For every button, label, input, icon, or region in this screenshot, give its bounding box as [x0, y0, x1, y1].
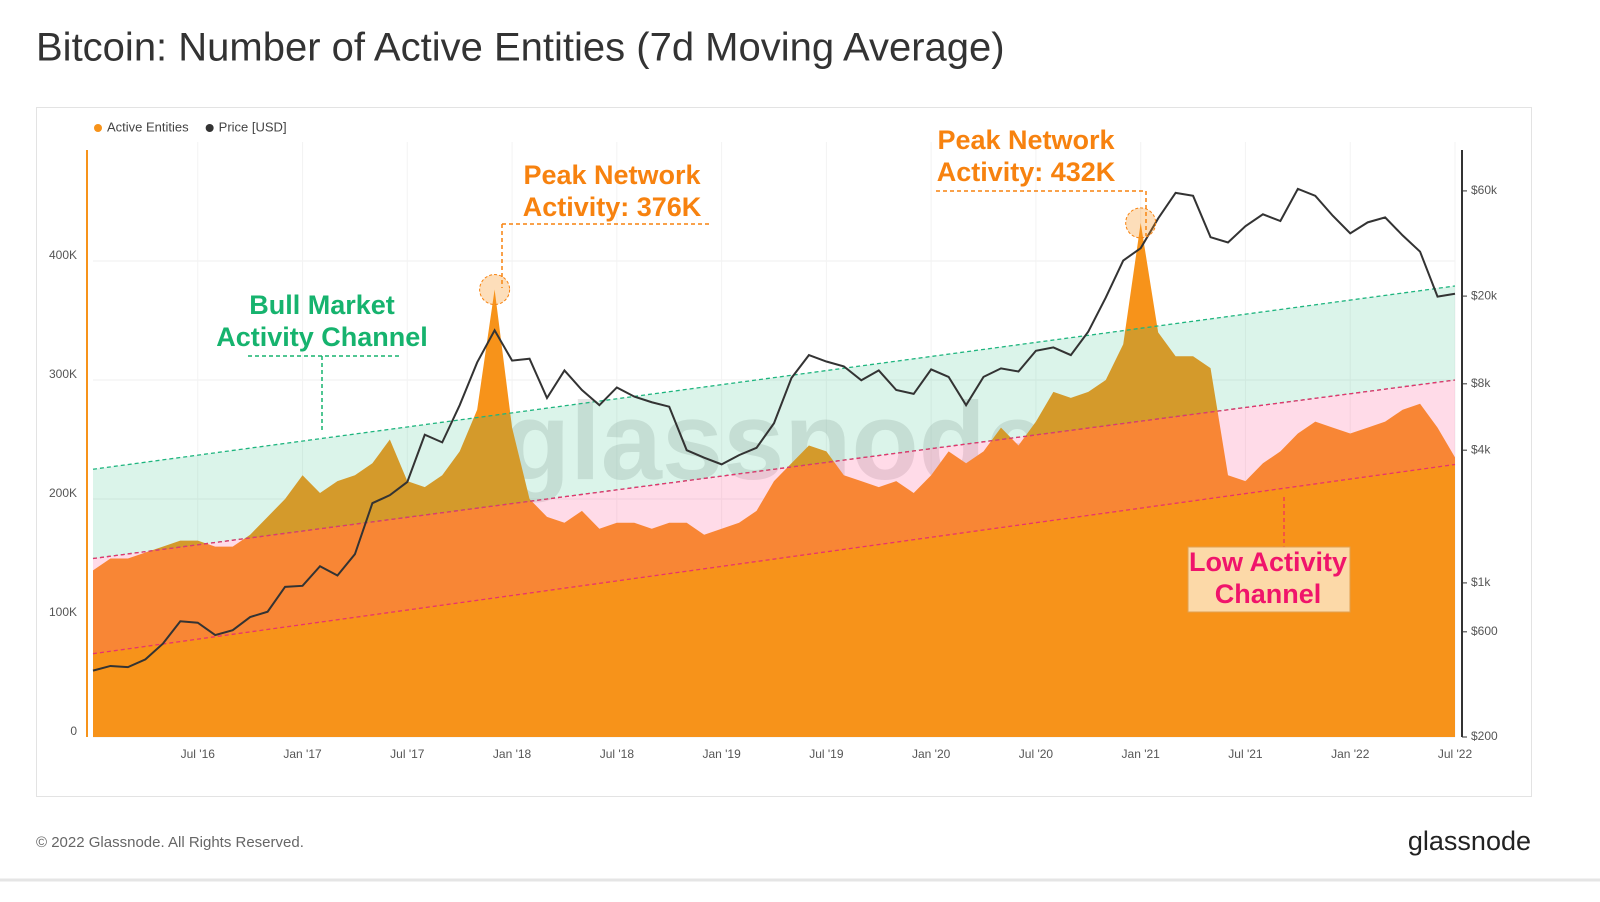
annotation-box [1187, 546, 1351, 613]
peak-marker [1125, 207, 1157, 239]
y2-tick-label: $200 [1471, 729, 1498, 743]
peak-marker [479, 274, 511, 306]
annotation: Activity Channel [216, 322, 428, 352]
y-tick-label: 100K [49, 605, 77, 619]
annotation: Peak Network [523, 160, 701, 190]
x-tick-label: Jul '20 [1019, 747, 1054, 761]
x-tick-label: Jan '19 [702, 747, 741, 761]
price-line [92, 187, 1456, 672]
channel-line [92, 285, 1456, 470]
x-tick-label: Jan '22 [1331, 747, 1370, 761]
logo: glassnode [1408, 826, 1531, 856]
y2-tick-label: $60k [1471, 183, 1498, 197]
legend-label: Price [USD] [219, 119, 287, 134]
annotation: Channel [1215, 579, 1322, 609]
x-tick-label: Jul '21 [1228, 747, 1263, 761]
area [93, 222, 1455, 738]
y-tick-label: 400K [49, 248, 77, 262]
channel-line [92, 379, 1456, 560]
y2-tick-label: $600 [1471, 624, 1498, 638]
legend-label: Active Entities [107, 119, 189, 134]
legend-marker [205, 124, 214, 132]
x-tick-label: Jan '20 [912, 747, 951, 761]
x-tick-label: Jan '17 [283, 747, 322, 761]
channel-line [92, 463, 1456, 655]
annotation: Peak Network [937, 125, 1115, 155]
y2-tick-label: $8k [1471, 376, 1491, 390]
y2-tick-label: $4k [1471, 442, 1491, 456]
y-tick-label: 300K [49, 367, 77, 381]
footer: © 2022 Glassnode. All Rights Reserved. [36, 834, 304, 851]
annotation: Activity: 376K [523, 192, 702, 222]
x-tick-label: Jan '18 [493, 747, 532, 761]
y-tick-label: 0 [70, 724, 77, 738]
x-tick-label: Jul '18 [600, 747, 635, 761]
chart-title: Bitcoin: Number of Active Entities (7d M… [36, 26, 1005, 70]
channel-band [93, 380, 1455, 654]
x-tick-label: Jan '21 [1122, 747, 1161, 761]
annotation: Low Activity [1189, 547, 1347, 577]
x-tick-label: Jul '19 [809, 747, 844, 761]
x-tick-label: Jul '22 [1438, 747, 1473, 761]
y-tick-label: 200K [49, 486, 77, 500]
y2-tick-label: $1k [1471, 575, 1491, 589]
x-tick-label: Jul '17 [390, 747, 425, 761]
annotation: Bull Market [249, 290, 395, 320]
legend-marker [94, 124, 102, 132]
annotation: Activity: 432K [937, 157, 1116, 187]
y2-tick-label: $20k [1471, 288, 1498, 302]
x-tick-label: Jul '16 [181, 747, 216, 761]
